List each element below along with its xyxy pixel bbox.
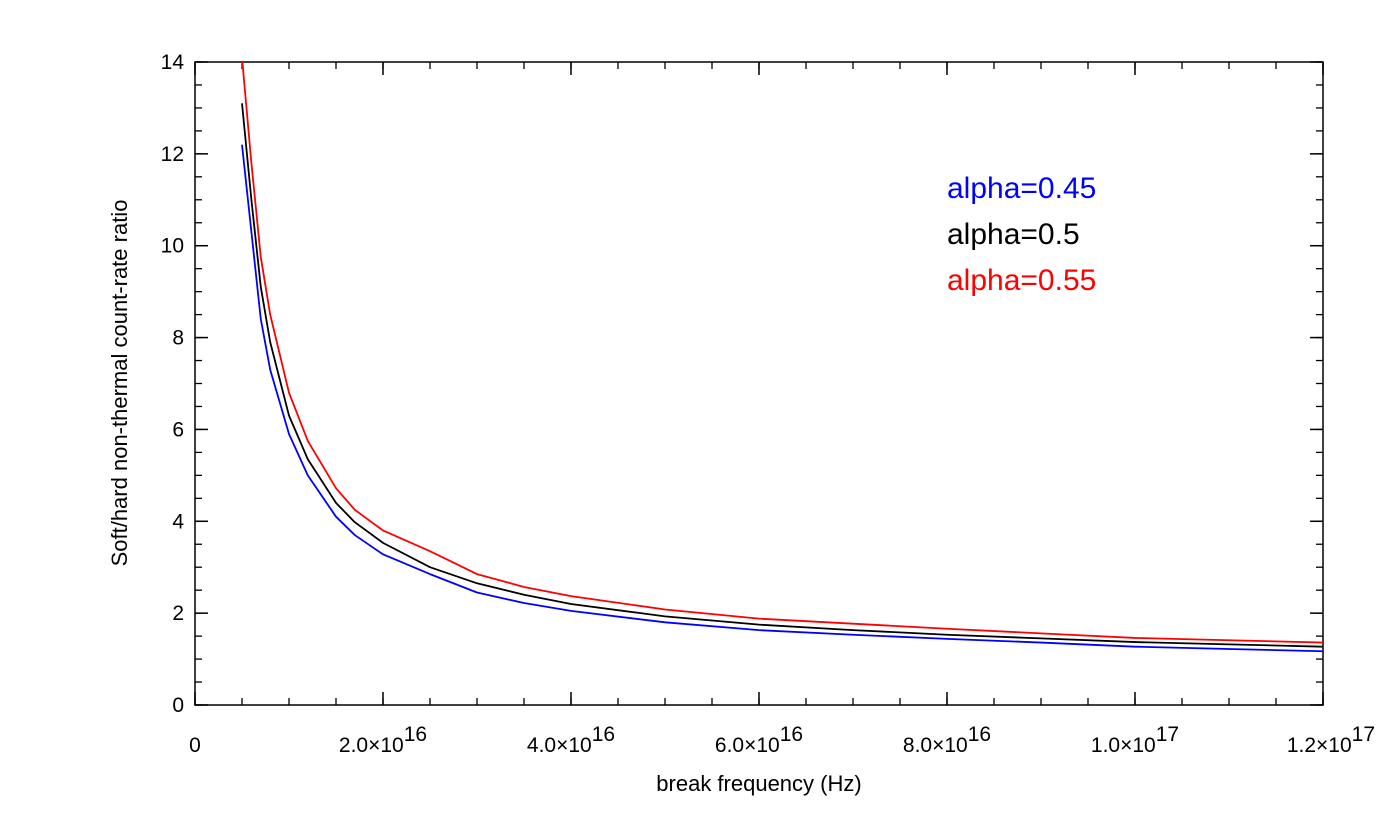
major-ticks xyxy=(194,61,1324,706)
legend-entry: alpha=0.5 xyxy=(947,218,1080,251)
series-line xyxy=(241,103,1323,648)
x-tick-label: 1.2×1017 xyxy=(1287,723,1375,757)
minor-ticks xyxy=(194,61,1324,706)
y-tick-label: 14 xyxy=(161,51,185,74)
legend-entry: alpha=0.45 xyxy=(947,172,1096,205)
y-tick-label: 10 xyxy=(161,235,184,258)
x-axis-title: break frequency (Hz) xyxy=(656,771,861,796)
x-tick-label: 6.0×1016 xyxy=(715,723,803,757)
y-tick-label: 4 xyxy=(172,510,184,533)
x-tick-label: 4.0×1016 xyxy=(527,723,615,757)
y-axis-title: Soft/hard non-thermal count-rate ratio xyxy=(107,200,132,567)
x-tick-labels: 0 2.0×1016 4.0×1016 6.0×1016 8.0×1016 1.0×101… xyxy=(189,723,1375,757)
y-tick-label: 12 xyxy=(161,143,184,166)
legend: alpha=0.45 alpha=0.5 alpha=0.55 xyxy=(947,172,1096,297)
plot-frame xyxy=(194,61,1324,706)
series-lines xyxy=(241,62,1323,653)
x-tick-label: 8.0×1016 xyxy=(903,723,991,757)
x-tick-label: 2.0×1016 xyxy=(339,723,427,757)
series-line xyxy=(241,62,1323,644)
y-tick-label: 8 xyxy=(172,327,184,350)
y-tick-label: 6 xyxy=(172,418,184,441)
x-tick-label: 0 xyxy=(189,734,201,757)
x-tick-label: 1.0×1017 xyxy=(1091,723,1179,757)
series-line xyxy=(241,144,1323,653)
y-tick-label: 0 xyxy=(172,694,184,717)
y-tick-labels: 0 2 4 6 8 10 12 14 xyxy=(161,51,185,717)
legend-entry: alpha=0.55 xyxy=(947,264,1096,297)
y-tick-label: 2 xyxy=(172,602,184,625)
